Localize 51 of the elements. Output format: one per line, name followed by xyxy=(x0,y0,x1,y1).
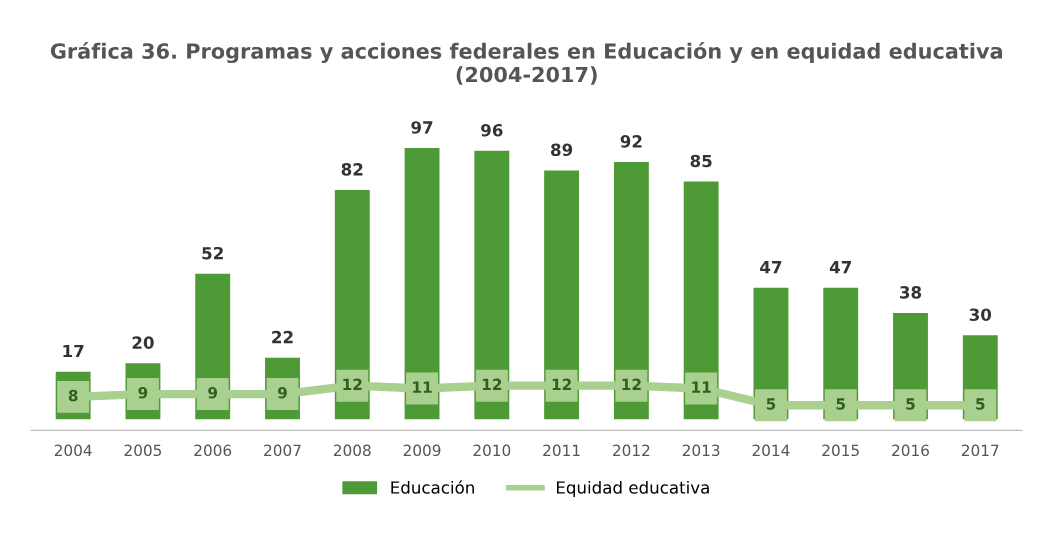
data-label: 11 xyxy=(413,381,432,393)
data-label: 5 xyxy=(976,398,985,410)
x-tick-label: 2008 xyxy=(333,444,371,457)
data-label: 82 xyxy=(341,163,363,176)
legend-label: Equidad educativa xyxy=(556,480,709,498)
data-label: 12 xyxy=(343,378,362,390)
x-tick-label: 2017 xyxy=(961,444,999,457)
x-tick-label: 2013 xyxy=(682,444,720,457)
x-tick-label: 2009 xyxy=(403,444,441,457)
point xyxy=(824,389,857,422)
data-label: 17 xyxy=(63,344,84,358)
x-tick-label: 2014 xyxy=(752,444,790,457)
data-label: 9 xyxy=(277,386,287,399)
data-label: 5 xyxy=(836,398,845,410)
data-label: 96 xyxy=(481,123,503,137)
data-label: 11 xyxy=(692,381,711,393)
x-tick-label: 2012 xyxy=(613,444,650,457)
data-label: 97 xyxy=(411,121,433,134)
data-label: 20 xyxy=(132,336,154,349)
chart-title: Gráfica 36. Programas y acciones federales en Educación y en equidad educativa (2004-2017) xyxy=(50,41,1002,85)
point xyxy=(894,389,927,422)
x-tick-label: 2005 xyxy=(124,444,162,457)
data-label: 12 xyxy=(552,378,571,390)
bar xyxy=(474,150,510,420)
data-label: 8 xyxy=(68,389,78,402)
data-label: 5 xyxy=(766,398,776,410)
point xyxy=(964,389,997,422)
data-label: 30 xyxy=(969,308,992,322)
data-label: 9 xyxy=(138,386,148,399)
x-tick-label: 2010 xyxy=(473,444,511,457)
data-label: 5 xyxy=(906,398,915,410)
x-tick-label: 2011 xyxy=(543,444,580,457)
data-label: 92 xyxy=(620,135,642,148)
data-label: 38 xyxy=(900,286,922,299)
data-label: 89 xyxy=(551,143,573,157)
data-label: 47 xyxy=(760,261,782,274)
data-label: 12 xyxy=(622,378,641,390)
x-tick-label: 2015 xyxy=(822,444,859,457)
data-label: 12 xyxy=(482,378,502,390)
data-label: 9 xyxy=(208,386,218,399)
point xyxy=(754,389,787,422)
data-label: 47 xyxy=(829,261,851,274)
point xyxy=(196,378,229,411)
x-tick-label: 2004 xyxy=(54,444,92,457)
x-tick-label: 2016 xyxy=(892,444,929,457)
data-label: 52 xyxy=(202,246,223,260)
data-label: 85 xyxy=(690,154,712,168)
legend-label: Educación xyxy=(391,480,474,494)
x-tick-label: 2006 xyxy=(194,444,232,457)
x-tick-label: 2007 xyxy=(264,444,301,457)
data-label: 22 xyxy=(272,330,293,344)
